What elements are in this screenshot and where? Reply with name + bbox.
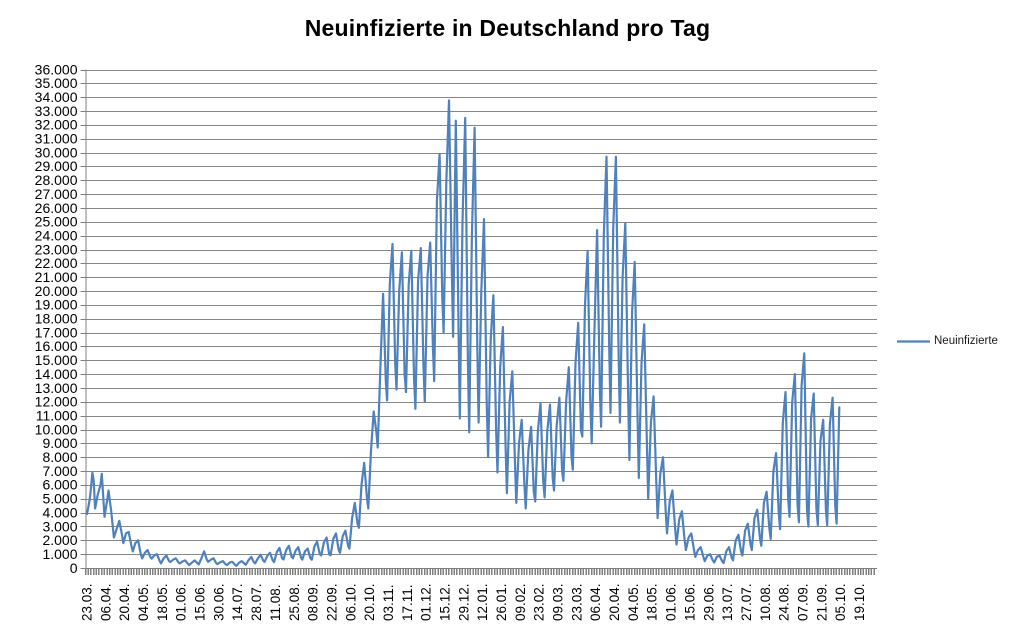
- svg-text:36.000: 36.000: [35, 61, 78, 77]
- y-axis-labels: 01.0002.0003.0004.0005.0006.0007.0008.00…: [35, 61, 78, 576]
- svg-text:06.10.: 06.10.: [343, 583, 358, 621]
- svg-text:22.000: 22.000: [35, 255, 78, 271]
- svg-text:28.000: 28.000: [35, 172, 78, 188]
- svg-text:29.12.: 29.12.: [456, 583, 471, 621]
- legend-label: Neuinfizierte: [934, 335, 998, 347]
- svg-text:31.000: 31.000: [35, 131, 78, 147]
- svg-text:12.000: 12.000: [35, 394, 78, 410]
- svg-text:24.08.: 24.08.: [777, 583, 792, 621]
- svg-text:25.08.: 25.08.: [287, 583, 302, 621]
- svg-text:10.000: 10.000: [35, 421, 78, 437]
- svg-text:16.000: 16.000: [35, 338, 78, 354]
- svg-text:17.000: 17.000: [35, 324, 78, 340]
- svg-text:13.000: 13.000: [35, 380, 78, 396]
- svg-text:30.000: 30.000: [35, 144, 78, 160]
- svg-text:20.04.: 20.04.: [117, 583, 132, 621]
- svg-text:27.07.: 27.07.: [739, 583, 754, 621]
- svg-text:18.05.: 18.05.: [155, 583, 170, 621]
- svg-text:19.000: 19.000: [35, 297, 78, 313]
- svg-text:30.06.: 30.06.: [211, 583, 226, 621]
- legend-line-marker: [897, 339, 930, 343]
- svg-text:29.000: 29.000: [35, 158, 78, 174]
- svg-text:0: 0: [70, 560, 78, 576]
- svg-text:26.000: 26.000: [35, 200, 78, 216]
- svg-text:19.10.: 19.10.: [852, 583, 867, 621]
- svg-text:9.000: 9.000: [42, 435, 77, 451]
- svg-text:11.000: 11.000: [36, 407, 78, 423]
- legend: Neuinfizierte: [897, 335, 998, 347]
- svg-text:07.09.: 07.09.: [795, 583, 810, 621]
- svg-text:12.01.: 12.01.: [475, 583, 490, 621]
- svg-text:01.06.: 01.06.: [174, 583, 189, 621]
- svg-text:01.12.: 01.12.: [419, 583, 434, 621]
- chart-title: Neuinfizierte in Deutschland pro Tag: [304, 15, 711, 41]
- svg-text:21.09.: 21.09.: [814, 583, 829, 621]
- svg-text:10.08.: 10.08.: [758, 583, 773, 621]
- svg-text:23.03.: 23.03.: [569, 583, 584, 621]
- data-line-neuinfizierte: [85, 99, 841, 567]
- svg-text:06.04.: 06.04.: [98, 583, 113, 621]
- svg-text:25.000: 25.000: [35, 214, 78, 230]
- svg-text:6.000: 6.000: [42, 477, 77, 493]
- svg-text:18.05.: 18.05.: [645, 583, 660, 621]
- svg-text:04.05.: 04.05.: [626, 583, 641, 621]
- svg-text:8.000: 8.000: [42, 449, 77, 465]
- axes: [80, 69, 877, 569]
- svg-text:23.03.: 23.03.: [80, 583, 95, 621]
- svg-text:1.000: 1.000: [42, 546, 77, 562]
- svg-text:09.03.: 09.03.: [551, 583, 566, 621]
- svg-text:05.10.: 05.10.: [833, 583, 848, 621]
- svg-text:28.07.: 28.07.: [249, 583, 264, 621]
- x-axis-labels: 23.03. 06.04. 20.04. 04.05. 18.05. 01.06. 15.0…: [80, 583, 868, 621]
- svg-text:15.06.: 15.06.: [682, 583, 697, 621]
- svg-text:01.06.: 01.06.: [664, 583, 679, 621]
- x-tick-band: [84, 569, 875, 575]
- svg-text:04.05.: 04.05.: [136, 583, 151, 621]
- svg-text:20.10.: 20.10.: [362, 583, 377, 621]
- svg-text:35.000: 35.000: [35, 75, 78, 91]
- svg-text:15.000: 15.000: [35, 352, 78, 368]
- svg-text:4.000: 4.000: [42, 504, 77, 520]
- svg-text:24.000: 24.000: [35, 227, 78, 243]
- svg-text:7.000: 7.000: [42, 463, 77, 479]
- svg-text:32.000: 32.000: [35, 117, 78, 133]
- svg-text:06.04.: 06.04.: [588, 583, 603, 621]
- svg-text:29.06.: 29.06.: [701, 583, 716, 621]
- svg-text:5.000: 5.000: [42, 491, 77, 507]
- svg-text:14.000: 14.000: [35, 366, 78, 382]
- svg-text:20.04.: 20.04.: [607, 583, 622, 621]
- svg-text:09.02.: 09.02.: [513, 583, 528, 621]
- svg-text:22.09.: 22.09.: [324, 583, 339, 621]
- svg-text:3.000: 3.000: [42, 518, 77, 534]
- svg-text:34.000: 34.000: [35, 89, 78, 105]
- svg-text:18.000: 18.000: [35, 311, 78, 327]
- svg-text:03.11.: 03.11.: [381, 584, 396, 621]
- svg-text:14.07.: 14.07.: [230, 583, 245, 621]
- svg-text:23.000: 23.000: [35, 241, 78, 257]
- svg-text:15.06.: 15.06.: [193, 583, 208, 621]
- svg-text:17.11.: 17.11.: [400, 584, 415, 621]
- svg-text:08.09.: 08.09.: [306, 583, 321, 621]
- svg-text:2.000: 2.000: [42, 532, 77, 548]
- svg-text:15.12.: 15.12.: [437, 583, 452, 621]
- svg-text:13.07.: 13.07.: [720, 583, 735, 621]
- svg-text:21.000: 21.000: [35, 269, 78, 285]
- svg-text:11.08.: 11.08.: [268, 584, 283, 621]
- svg-text:20.000: 20.000: [35, 283, 78, 299]
- svg-text:26.01.: 26.01.: [494, 583, 509, 621]
- svg-text:23.02.: 23.02.: [532, 583, 547, 621]
- svg-text:27.000: 27.000: [35, 186, 78, 202]
- svg-text:33.000: 33.000: [35, 103, 78, 119]
